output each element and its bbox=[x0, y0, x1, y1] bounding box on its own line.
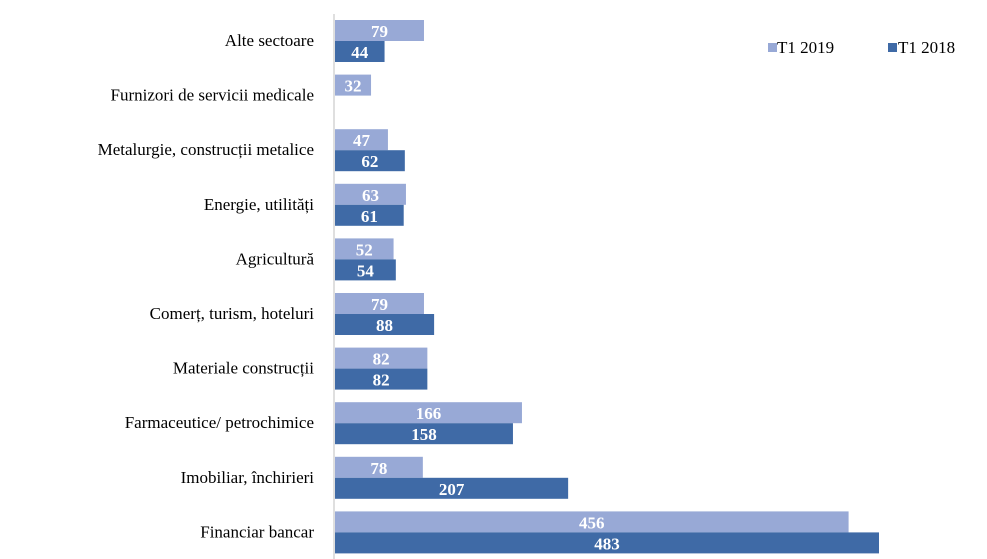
category-label: Metalurgie, construcții metalice bbox=[98, 140, 314, 159]
category-label: Agricultură bbox=[236, 249, 315, 268]
data-label: 483 bbox=[594, 534, 620, 553]
bar-t1-2018 bbox=[335, 150, 405, 172]
data-label: 61 bbox=[361, 207, 378, 226]
data-label: 63 bbox=[362, 186, 379, 205]
bar-t1-2018 bbox=[335, 532, 879, 554]
category-label: Comerț, turism, hoteluri bbox=[150, 304, 315, 323]
data-label: 44 bbox=[351, 43, 369, 62]
bar-t1-2019 bbox=[335, 511, 849, 533]
data-label: 82 bbox=[373, 371, 390, 390]
category-label: Furnizori de servicii medicale bbox=[111, 86, 314, 105]
bar-t1-2018 bbox=[335, 423, 513, 445]
data-label: 54 bbox=[357, 261, 375, 280]
bar-t1-2019 bbox=[335, 183, 406, 205]
bar-t1-2019 bbox=[335, 402, 522, 424]
bar-t1-2018 bbox=[335, 368, 428, 390]
data-label: 47 bbox=[353, 131, 371, 150]
bar-t1-2019 bbox=[335, 456, 423, 478]
category-label: Financiar bancar bbox=[200, 522, 314, 541]
legend-swatch bbox=[888, 43, 897, 52]
bar-t1-2019 bbox=[335, 20, 424, 41]
bar-t1-2018 bbox=[335, 41, 385, 62]
data-label: 79 bbox=[371, 22, 388, 41]
data-label: 88 bbox=[376, 316, 393, 335]
legend-label: T1 2018 bbox=[898, 38, 955, 57]
bar-t1-2018 bbox=[335, 204, 404, 226]
bar-t1-2019 bbox=[335, 238, 394, 260]
category-labels: Alte sectoare Furnizori de servicii medic… bbox=[98, 31, 315, 541]
data-label: 207 bbox=[439, 480, 465, 499]
data-label: 52 bbox=[356, 240, 373, 259]
data-label: 62 bbox=[361, 152, 378, 171]
data-label: 456 bbox=[579, 513, 605, 532]
bars-group: 7944324762636152547988828216615878207456… bbox=[335, 20, 879, 554]
bar-t1-2019 bbox=[335, 129, 388, 151]
category-label: Alte sectoare bbox=[225, 31, 314, 50]
category-label: Farmaceutice/ petrochimice bbox=[125, 413, 314, 432]
category-label: Materiale construcții bbox=[173, 359, 314, 378]
data-label: 78 bbox=[370, 459, 387, 478]
bar-t1-2019 bbox=[335, 293, 424, 314]
data-label: 32 bbox=[345, 77, 362, 96]
category-label: Imobiliar, închirieri bbox=[181, 468, 315, 487]
bar-t1-2019 bbox=[335, 74, 372, 96]
data-label: 82 bbox=[373, 350, 390, 369]
data-label: 158 bbox=[411, 425, 437, 444]
bar-t1-2019 bbox=[335, 347, 428, 369]
data-label: 166 bbox=[416, 404, 442, 423]
bar-t1-2018 bbox=[335, 259, 396, 281]
legend-label: T1 2019 bbox=[777, 38, 834, 57]
legend-swatch bbox=[768, 43, 777, 52]
bar-t1-2018 bbox=[335, 314, 435, 335]
data-label: 79 bbox=[371, 295, 388, 314]
legend: T1 2019 T1 2018 bbox=[768, 38, 955, 57]
bar-t1-2018 bbox=[335, 477, 569, 499]
category-label: Energie, utilități bbox=[204, 195, 314, 214]
